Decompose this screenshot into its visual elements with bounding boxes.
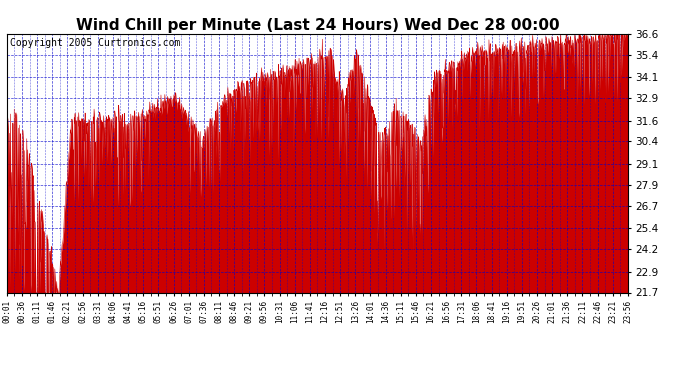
Text: Copyright 2005 Curtronics.com: Copyright 2005 Curtronics.com <box>10 38 180 48</box>
Title: Wind Chill per Minute (Last 24 Hours) Wed Dec 28 00:00: Wind Chill per Minute (Last 24 Hours) We… <box>76 18 559 33</box>
